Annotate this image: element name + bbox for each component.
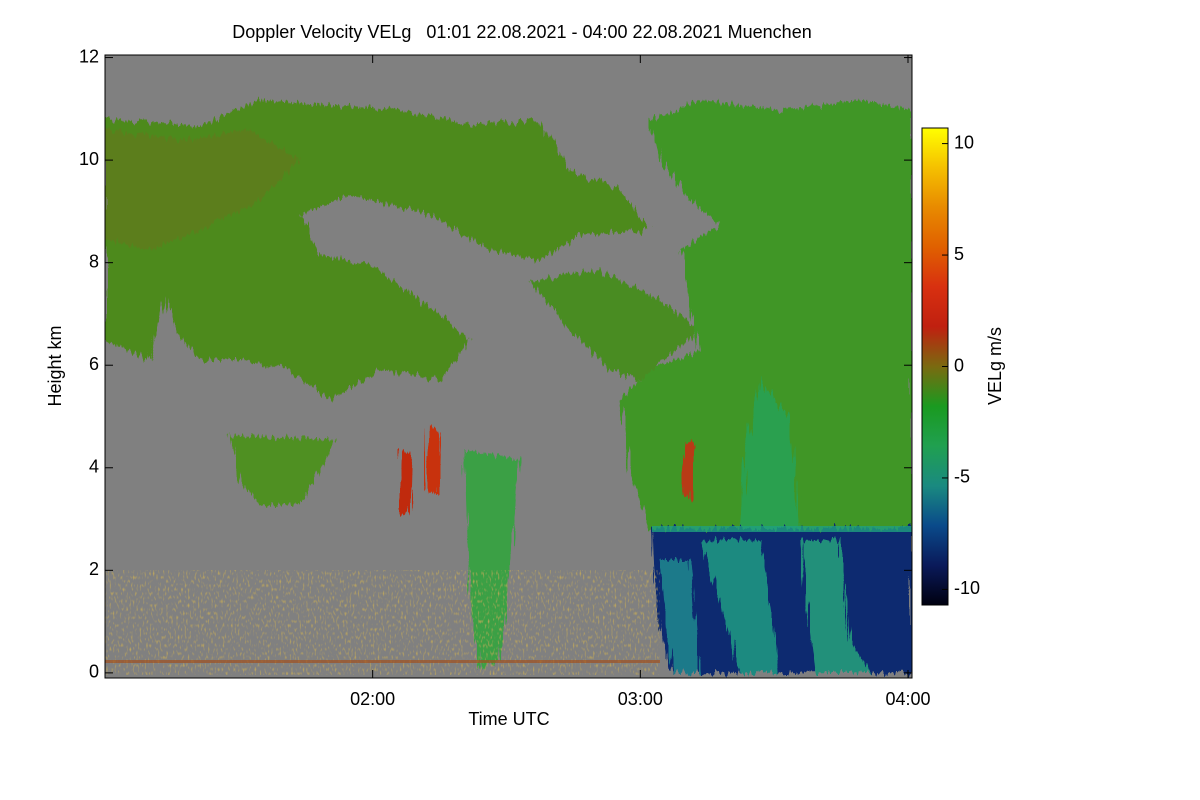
x-tick-label: 02:00 [350,689,395,709]
y-axis-label: Height km [45,325,65,406]
y-tick-label: 8 [89,251,99,271]
y-tick-label: 2 [89,559,99,579]
colorbar-tick-label: -5 [954,467,970,487]
x-axis-label: Time UTC [468,709,549,729]
y-tick-label: 10 [79,149,99,169]
y-tick-label: 6 [89,354,99,374]
chart-title: Doppler Velocity VELg 01:01 22.08.2021 -… [232,22,811,42]
x-tick-label: 03:00 [618,689,663,709]
colorbar-tick-label: 10 [954,132,974,152]
y-tick-label: 12 [79,46,99,66]
colorbar-tick-label: 5 [954,244,964,264]
plot-frame [104,54,913,679]
colorbar-label: VELg m/s [985,327,1005,405]
y-tick-label: 4 [89,457,99,477]
colorbar-tick-label: -10 [954,578,980,598]
radar-image [105,55,912,678]
y-tick-label: 0 [89,662,99,682]
x-tick-label: 04:00 [885,689,930,709]
colorbar-tick-label: 0 [954,355,964,375]
